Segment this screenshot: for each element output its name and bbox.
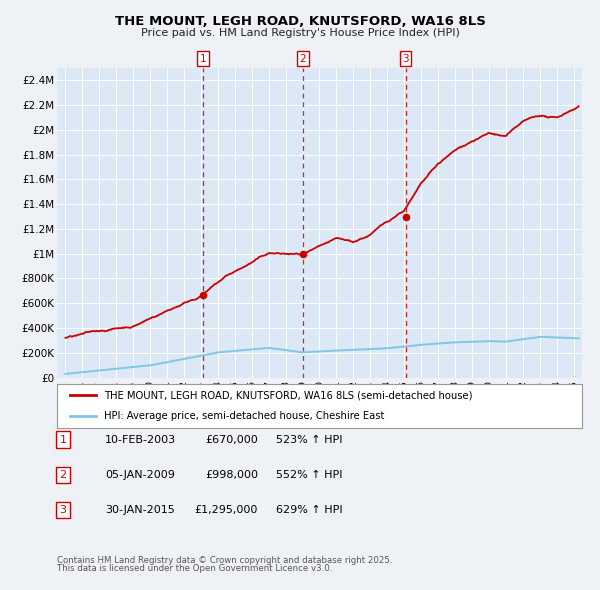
Text: THE MOUNT, LEGH ROAD, KNUTSFORD, WA16 8LS: THE MOUNT, LEGH ROAD, KNUTSFORD, WA16 8L… xyxy=(115,15,485,28)
Text: HPI: Average price, semi-detached house, Cheshire East: HPI: Average price, semi-detached house,… xyxy=(104,411,385,421)
Text: Contains HM Land Registry data © Crown copyright and database right 2025.: Contains HM Land Registry data © Crown c… xyxy=(57,556,392,565)
Text: £1,295,000: £1,295,000 xyxy=(194,506,258,515)
Text: 1: 1 xyxy=(199,54,206,64)
Text: 523% ↑ HPI: 523% ↑ HPI xyxy=(276,435,343,444)
Text: THE MOUNT, LEGH ROAD, KNUTSFORD, WA16 8LS (semi-detached house): THE MOUNT, LEGH ROAD, KNUTSFORD, WA16 8L… xyxy=(104,391,473,401)
Text: £998,000: £998,000 xyxy=(205,470,258,480)
Text: 30-JAN-2015: 30-JAN-2015 xyxy=(105,506,175,515)
Text: Price paid vs. HM Land Registry's House Price Index (HPI): Price paid vs. HM Land Registry's House … xyxy=(140,28,460,38)
Text: 3: 3 xyxy=(59,506,67,515)
Text: This data is licensed under the Open Government Licence v3.0.: This data is licensed under the Open Gov… xyxy=(57,565,332,573)
Text: 629% ↑ HPI: 629% ↑ HPI xyxy=(276,506,343,515)
Text: 10-FEB-2003: 10-FEB-2003 xyxy=(105,435,176,444)
Text: 552% ↑ HPI: 552% ↑ HPI xyxy=(276,470,343,480)
Text: £670,000: £670,000 xyxy=(205,435,258,444)
Text: 2: 2 xyxy=(59,470,67,480)
Text: 3: 3 xyxy=(402,54,409,64)
Text: 2: 2 xyxy=(299,54,306,64)
Text: 05-JAN-2009: 05-JAN-2009 xyxy=(105,470,175,480)
Text: 1: 1 xyxy=(59,435,67,444)
